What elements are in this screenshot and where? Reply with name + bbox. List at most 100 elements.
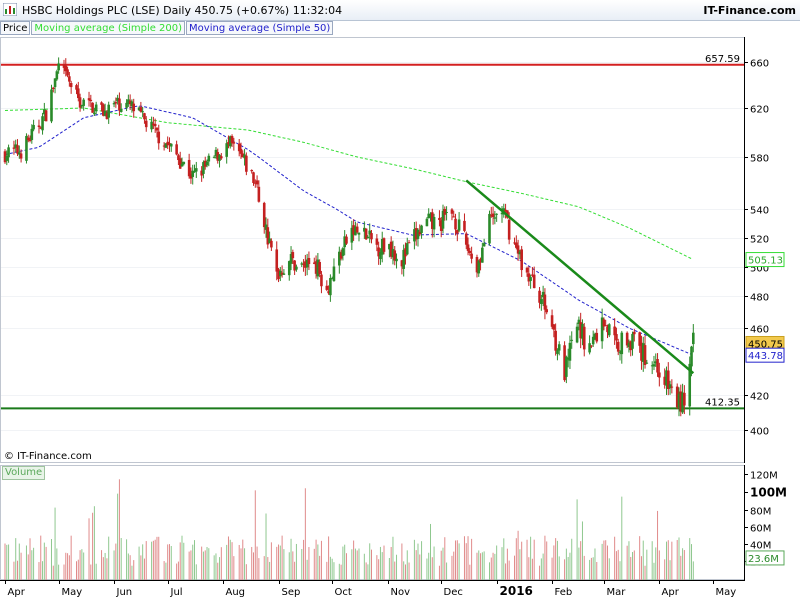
- candle-body: [16, 145, 19, 154]
- candle-body: [457, 219, 461, 231]
- candle-body: [57, 63, 60, 71]
- candle-body: [368, 230, 372, 235]
- candlestick-series: [3, 57, 695, 417]
- candle-body: [202, 162, 205, 174]
- candle-body: [277, 269, 280, 280]
- candle-body: [189, 174, 193, 179]
- candle-body: [681, 392, 684, 413]
- candle-body: [130, 101, 134, 107]
- candle-body: [579, 322, 582, 339]
- downtrend-line: [465, 179, 695, 375]
- price-tick-label: 500: [750, 264, 769, 275]
- candle-body: [252, 172, 255, 183]
- candle-body: [595, 332, 599, 342]
- candle-body: [688, 363, 692, 407]
- candle-body: [241, 153, 245, 158]
- candle-body: [600, 317, 604, 342]
- candle-body: [87, 98, 91, 101]
- candle-body: [225, 143, 228, 157]
- candle-body: [525, 267, 529, 273]
- candle-body: [105, 113, 109, 119]
- candle-body: [430, 212, 434, 229]
- candle-body: [139, 107, 143, 112]
- candle-body: [287, 261, 291, 276]
- candle-body: [89, 99, 93, 101]
- candle-body: [103, 110, 107, 116]
- candle-body: [245, 155, 248, 172]
- candle-body: [180, 163, 184, 167]
- candle-body: [563, 345, 566, 381]
- candle-body: [640, 342, 643, 361]
- candle-body: [341, 248, 345, 256]
- candle-body: [339, 252, 343, 259]
- candle-body: [566, 358, 570, 360]
- candle-body: [507, 219, 511, 240]
- candle-body: [37, 125, 41, 128]
- candle-body: [432, 217, 436, 230]
- candle-body: [205, 161, 209, 166]
- candle-body: [114, 102, 118, 104]
- candle-body: [214, 149, 218, 157]
- candle-body: [257, 186, 261, 202]
- candle-body: [93, 112, 96, 115]
- candle-body: [318, 262, 321, 274]
- candle-body: [325, 285, 329, 290]
- candle-body: [168, 143, 171, 145]
- candle-body: [593, 333, 597, 340]
- legend-price[interactable]: Price: [0, 21, 31, 35]
- candle-body: [216, 152, 220, 161]
- trendline[interactable]: [465, 179, 695, 375]
- candle-body: [262, 202, 266, 228]
- candle-body: [504, 209, 507, 212]
- volume-legend[interactable]: Volume: [2, 466, 46, 480]
- ma50-badge-text: 443.78: [748, 351, 783, 362]
- candle-body: [489, 215, 493, 217]
- candle-body: [663, 376, 666, 385]
- candle-body: [100, 102, 103, 105]
- candle-body: [380, 238, 384, 255]
- moving-averages: [4, 105, 692, 355]
- candle-body: [203, 160, 207, 167]
- candle-body: [379, 252, 382, 260]
- candle-body: [618, 352, 622, 354]
- candle-body: [107, 104, 110, 118]
- candle-body: [7, 147, 10, 158]
- time-tick-label: Jul: [170, 587, 183, 598]
- candle-body: [302, 263, 305, 265]
- candle-body: [470, 253, 473, 259]
- legend-ma50[interactable]: Moving average (Simple 50): [186, 21, 334, 35]
- candle-body: [668, 384, 672, 389]
- candle-body: [253, 182, 257, 184]
- candle-body: [475, 257, 479, 273]
- candle-body: [366, 236, 370, 239]
- candle-body: [545, 309, 549, 313]
- candle-body: [55, 71, 59, 80]
- candle-body: [363, 227, 366, 232]
- candle-body: [377, 247, 380, 257]
- candle-body: [270, 240, 273, 248]
- instrument-title: HSBC Holdings PLC (LSE) Daily 450.75 (+0…: [22, 4, 343, 17]
- price-tick-label: 520: [750, 235, 769, 246]
- candle-body: [41, 116, 44, 131]
- candle-body: [515, 242, 518, 248]
- time-tick-label: Apr: [662, 587, 680, 598]
- candle-body: [330, 278, 334, 280]
- candle-body: [125, 102, 128, 108]
- candle-body: [355, 226, 359, 233]
- candle-body: [679, 391, 683, 412]
- candle-body: [416, 229, 420, 239]
- candle-body: [352, 225, 355, 235]
- candle-body: [332, 266, 336, 282]
- legend-ma200[interactable]: Moving average (Simple 200): [31, 21, 186, 35]
- candle-body: [28, 139, 32, 141]
- ma50-badge-box: [745, 347, 785, 363]
- candle-body: [62, 65, 66, 68]
- price-tick-label: 620: [750, 105, 769, 116]
- candle-body: [132, 103, 136, 112]
- horizontal-levels: 657.59 412.35: [1, 54, 744, 410]
- price-tick-label: 460: [750, 325, 769, 336]
- candle-body: [389, 241, 393, 257]
- candle-body: [193, 171, 196, 173]
- candle-body: [495, 213, 498, 215]
